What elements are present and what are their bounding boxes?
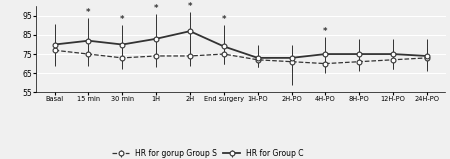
Legend: HR for gorup Group S, HR for Group C: HR for gorup Group S, HR for Group C	[112, 149, 304, 158]
Text: *: *	[154, 4, 158, 13]
Text: *: *	[221, 15, 226, 24]
Text: *: *	[323, 27, 328, 36]
Text: *: *	[188, 2, 192, 11]
Text: *: *	[120, 15, 125, 24]
Text: *: *	[86, 8, 91, 17]
